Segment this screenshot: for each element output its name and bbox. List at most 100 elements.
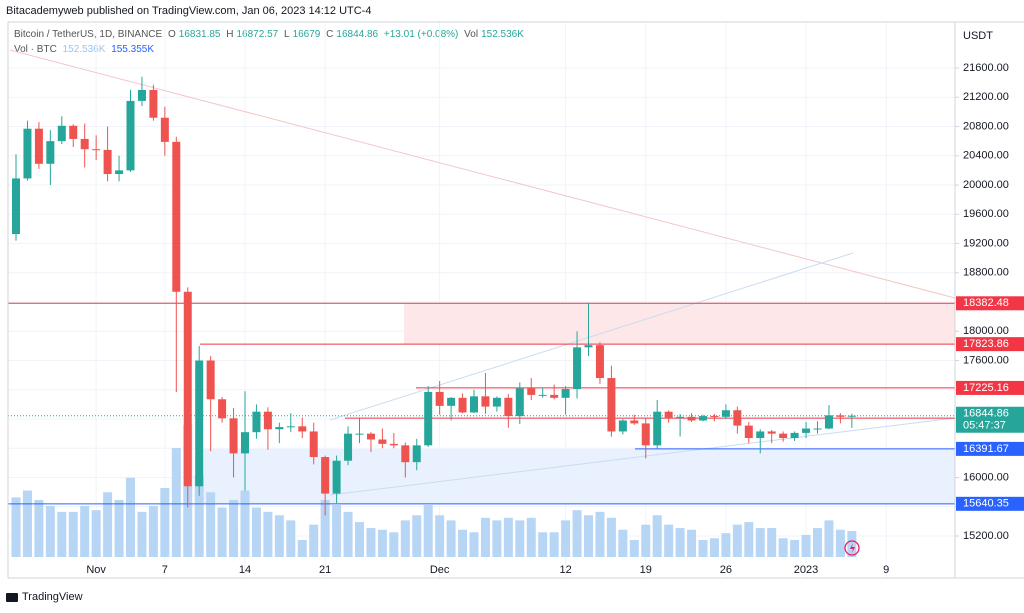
price-label: 17225.16 xyxy=(963,382,1009,394)
vol-ma: 155.355K xyxy=(111,44,155,55)
volume-bar xyxy=(377,529,387,557)
x-tick-label: 12 xyxy=(559,564,571,576)
volume-bar xyxy=(400,520,410,557)
candle-body xyxy=(447,397,456,406)
volume-bar xyxy=(641,524,651,557)
volume-bar xyxy=(675,528,685,557)
candle-body xyxy=(57,125,66,142)
volume-bar xyxy=(618,529,628,557)
logo-icon xyxy=(6,593,18,602)
candle-body xyxy=(103,149,112,175)
ohlc-label: O xyxy=(167,29,176,40)
ohlc-value: 16679 xyxy=(292,29,321,40)
candle-body xyxy=(435,391,444,406)
candle-body xyxy=(561,389,570,398)
volume-bar xyxy=(332,505,342,557)
candle-body xyxy=(275,427,284,430)
volume-bar xyxy=(606,517,616,557)
candle-body xyxy=(321,457,330,494)
candle-body xyxy=(538,394,547,396)
x-tick-label: 9 xyxy=(883,564,889,576)
y-tick-label: 20000.00 xyxy=(963,179,1009,191)
candle-body xyxy=(355,433,364,435)
candle-body xyxy=(366,433,375,440)
volume-bar xyxy=(80,505,90,557)
candle-body xyxy=(630,420,639,424)
x-tick-label: 7 xyxy=(162,564,168,576)
volume-bar xyxy=(103,492,113,557)
volume-bar xyxy=(698,539,708,557)
candle-body xyxy=(836,415,845,417)
volume-bar xyxy=(629,539,639,557)
y-tick-label: 20800.00 xyxy=(963,120,1009,132)
candle-body xyxy=(470,396,478,413)
flash-icon-glyph xyxy=(850,543,855,553)
candle-body xyxy=(664,411,673,418)
candle-body xyxy=(137,89,146,101)
volume-bar xyxy=(194,475,204,557)
candle-body xyxy=(34,128,43,164)
current-price-label: 16844.86 xyxy=(963,408,1009,420)
price-label: 18382.48 xyxy=(963,297,1009,309)
volume-bar xyxy=(148,505,158,557)
candle-body xyxy=(790,432,799,439)
trend-line xyxy=(9,49,956,299)
price-label-box xyxy=(956,441,1024,456)
candle-body xyxy=(481,396,490,407)
volume-bar xyxy=(767,528,777,557)
price-label-box xyxy=(956,296,1024,311)
candle-body xyxy=(206,360,215,400)
volume-bar xyxy=(286,520,296,557)
price-label-box xyxy=(956,496,1024,511)
y-tick-label: 18800.00 xyxy=(963,267,1009,279)
volume-bar xyxy=(240,490,250,557)
volume-bar xyxy=(744,522,754,557)
volume-bar xyxy=(171,447,181,557)
candle-body xyxy=(492,397,501,407)
volume-bar xyxy=(652,515,662,557)
y-tick-label: 19200.00 xyxy=(963,237,1009,249)
price-label: 16391.67 xyxy=(963,443,1009,455)
current-price-box xyxy=(956,406,1024,433)
candle-body xyxy=(241,432,249,454)
candle-body xyxy=(710,416,719,418)
volume-bar xyxy=(790,539,800,557)
candle-body xyxy=(687,416,696,421)
volume-bar xyxy=(45,505,55,557)
y-tick-label: 17600.00 xyxy=(963,354,1009,366)
ohlc-value: 16844.86 xyxy=(336,29,379,40)
volume-bar xyxy=(813,528,822,557)
flash-icon[interactable] xyxy=(844,540,860,556)
trend-line xyxy=(329,417,956,496)
candle-body xyxy=(424,391,433,446)
volume-bar xyxy=(435,515,445,557)
volume-bar xyxy=(274,515,284,557)
x-tick-label: 14 xyxy=(239,564,251,576)
volume-bar xyxy=(778,538,788,557)
y-tick-label: 21600.00 xyxy=(963,62,1009,74)
y-tick-label: 15200.00 xyxy=(963,530,1009,542)
candle-body xyxy=(126,100,135,171)
x-tick-label: 26 xyxy=(720,564,732,576)
candle-body xyxy=(584,345,593,348)
volume-bar xyxy=(732,524,742,557)
candle-body xyxy=(721,410,730,417)
price-label: 17823.86 xyxy=(963,338,1009,350)
volume-bar xyxy=(22,490,32,557)
candle-body xyxy=(92,149,101,151)
volume-bar xyxy=(538,532,548,557)
y-unit: USDT xyxy=(963,30,993,42)
trend-line xyxy=(329,252,854,421)
volume-bar xyxy=(835,529,845,557)
volume-bar xyxy=(263,511,273,557)
candle-body xyxy=(676,416,685,418)
x-tick-label: 19 xyxy=(640,564,652,576)
volume-bar xyxy=(469,532,479,557)
ohlc-label: H xyxy=(226,29,234,40)
publish-header: Bitacademyweb published on TradingView.c… xyxy=(6,5,372,17)
volume-bar xyxy=(664,524,674,557)
volume-bar xyxy=(480,517,490,557)
candle-body xyxy=(263,411,272,430)
volume-bar xyxy=(549,532,559,557)
